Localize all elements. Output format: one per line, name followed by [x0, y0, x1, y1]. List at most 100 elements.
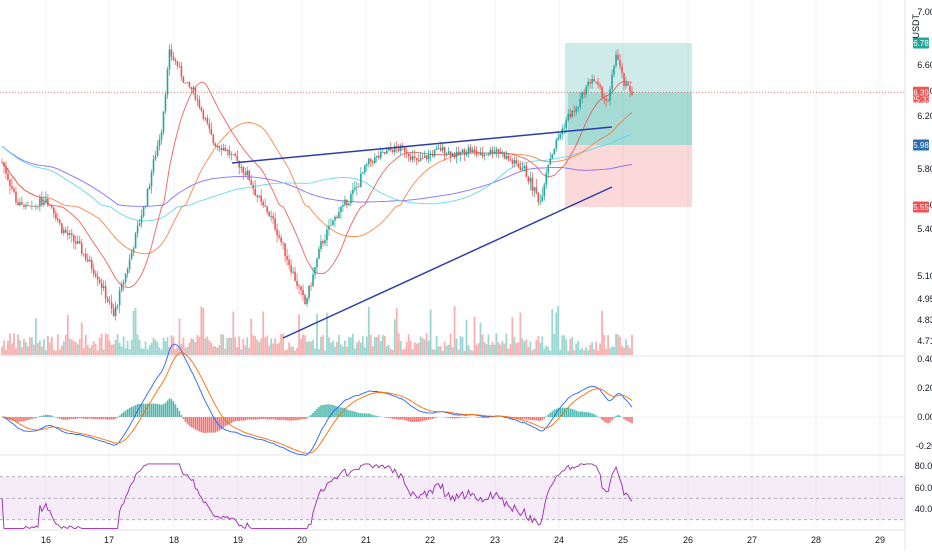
macd-histogram-bar [111, 417, 113, 420]
candle-body [19, 202, 21, 205]
candle-body [209, 123, 211, 128]
volume-bar [79, 339, 81, 355]
volume-bar [627, 345, 629, 355]
volume-bar [234, 337, 236, 355]
macd-histogram-bar [260, 417, 262, 419]
volume-bar [470, 350, 472, 355]
macd-histogram-bar [448, 417, 450, 418]
volume-bar [527, 347, 529, 355]
volume-bar [529, 341, 531, 355]
macd-histogram-bar [534, 417, 536, 420]
macd-histogram-bar [575, 411, 577, 417]
macd-histogram-bar [603, 417, 605, 422]
candle-body [260, 196, 262, 202]
macd-histogram-bar [19, 417, 21, 422]
macd-histogram-bar [276, 417, 278, 420]
candle-body [579, 99, 581, 107]
candle-body [254, 189, 256, 196]
volume-bar [240, 349, 242, 355]
macd-histogram-bar [268, 417, 270, 420]
candle-body [298, 286, 300, 287]
macd-histogram-bar [436, 417, 438, 418]
volume-bar [330, 343, 332, 355]
volume-bar [75, 342, 77, 355]
volume-bar [482, 334, 484, 355]
candle-body [131, 253, 133, 260]
candle-body [171, 49, 173, 56]
candle-body [516, 160, 518, 164]
volume-bar [93, 341, 95, 355]
macd-histogram-bar [296, 417, 298, 420]
candle-body [609, 89, 611, 101]
candle-body [434, 150, 436, 156]
macd-histogram-bar [113, 417, 115, 420]
macd-histogram-bar [105, 417, 107, 420]
macd-histogram-bar [585, 412, 587, 417]
macd-histogram-bar [452, 417, 454, 418]
macd-histogram-bar [55, 417, 57, 418]
volume-bar [39, 340, 41, 355]
macd-histogram-bar [372, 415, 374, 417]
macd-histogram-bar [551, 411, 553, 417]
candle-body [195, 87, 197, 99]
date-tick-label: 16 [41, 535, 51, 545]
macd-histogram-bar [412, 417, 414, 422]
candle-body [545, 173, 547, 185]
volume-bar [498, 342, 500, 355]
volume-bar [131, 340, 133, 355]
macd-histogram-bar [426, 417, 428, 420]
candle-body [99, 279, 101, 282]
volume-bar [382, 335, 384, 355]
macd-histogram-bar [149, 404, 151, 417]
candle-body [536, 187, 538, 193]
volume-bar [286, 349, 288, 355]
volume-bar [380, 341, 382, 355]
volume-bar [551, 309, 553, 355]
candle-body [326, 229, 328, 240]
volume-bar [521, 338, 523, 355]
volume-bar [137, 335, 139, 355]
candle-body [45, 199, 47, 202]
macd-histogram-bar [244, 417, 246, 420]
volume-bar [338, 335, 340, 355]
candle-body [340, 207, 342, 212]
macd-histogram-bar [428, 417, 430, 420]
volume-bar [63, 341, 65, 355]
volume-bar [569, 339, 571, 355]
candle-body [430, 154, 432, 155]
volume-bar [587, 350, 589, 355]
candle-body [125, 274, 127, 282]
macd-histogram-bar [386, 417, 388, 418]
volume-bar [553, 334, 555, 355]
volume-bar [324, 351, 326, 355]
volume-bar [384, 336, 386, 355]
candle-body [440, 148, 442, 150]
volume-bar [364, 347, 366, 355]
macd-histogram-bar [131, 407, 133, 417]
candle-body [553, 149, 555, 155]
macd-histogram-bar [384, 417, 386, 418]
volume-bar [294, 351, 296, 355]
volume-bar [111, 345, 113, 355]
candle [627, 82, 629, 86]
candle-body [85, 254, 87, 260]
candle-body [79, 241, 81, 243]
macd-histogram-bar [404, 417, 406, 420]
date-tick-label: 17 [104, 535, 114, 545]
candle-body [392, 150, 394, 152]
macd-histogram-bar [334, 406, 336, 417]
macd-histogram-bar [189, 417, 191, 426]
volume-bar [525, 339, 527, 355]
macd-histogram-bar [346, 409, 348, 417]
price-tick-label: 4.83 [917, 315, 932, 325]
candle-body [35, 206, 37, 207]
macd-histogram-bar [571, 409, 573, 417]
volume-bar [274, 338, 276, 355]
candle-body [272, 216, 274, 218]
candle-body [442, 147, 444, 151]
candle-body [147, 189, 149, 206]
volume-bar [571, 337, 573, 355]
